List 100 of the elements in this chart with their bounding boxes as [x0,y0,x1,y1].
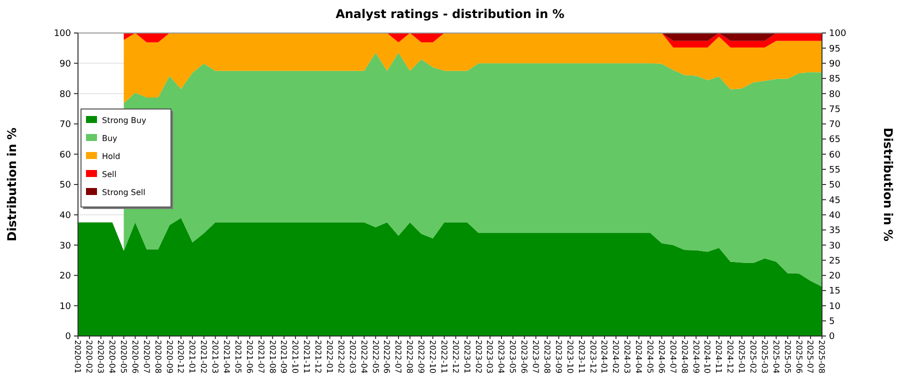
legend-label: Buy [102,134,118,143]
x-tick-label: 2020-08 [153,340,162,374]
y-tick-label: 0 [65,332,72,342]
x-tick-label: 2025-07 [806,340,815,374]
legend-label: Hold [102,152,120,161]
x-tick-label: 2020-02 [84,340,94,374]
x-tick-label: 2022-10 [428,340,438,374]
x-tick-label: 2025-02 [748,340,758,374]
y2-tick-label: 15 [829,286,840,297]
x-tick-label: 2021-03 [210,340,220,374]
x-tick-label: 2024-01 [600,340,609,374]
y-tick-label: 90 [60,59,72,70]
x-tick-label: 2022-04 [359,340,368,374]
x-tick-label: 2023-02 [474,340,483,374]
x-tick-label: 2024-02 [611,340,620,374]
x-tick-label: 2020-05 [118,340,128,374]
x-tick-label: 2023-03 [485,340,494,374]
y-tick-label: 50 [60,180,72,191]
y2-tick-label: 35 [829,226,840,236]
x-tick-label: 2020-03 [96,340,106,374]
x-tick-label: 2021-11 [302,340,312,374]
x-tick-label: 2022-09 [416,340,426,374]
x-tick-label: 2025-03 [760,340,769,374]
x-tick-label: 2021-01 [188,340,197,374]
x-tick-label: 2024-11 [714,340,724,374]
y2-tick-label: 45 [829,196,840,206]
legend-label: Sell [102,170,116,179]
x-tick-label: 2021-09 [279,340,288,374]
y2-tick-label: 30 [829,241,841,252]
x-tick-label: 2021-05 [233,340,242,374]
x-tick-label: 2024-08 [680,340,689,374]
x-tick-label: 2025-05 [782,340,792,374]
x-tick-label: 2022-05 [370,340,380,374]
legend-label: Strong Buy [102,116,146,125]
x-tick-label: 2020-07 [142,340,151,374]
x-tick-label: 2022-03 [348,340,357,374]
y-tick-label: 40 [60,210,72,221]
x-tick-label: 2020-04 [108,340,117,374]
x-tick-label: 2022-07 [394,340,403,374]
x-tick-label: 2024-12 [726,340,735,374]
y2-tick-label: 70 [829,120,841,130]
y-tick-label: 10 [60,302,72,312]
y-tick-label: 60 [60,150,72,160]
x-tick-label: 2025-01 [737,340,746,374]
y-axis-title: Distribution in % [5,128,19,242]
y2-tick-label: 90 [829,59,841,70]
x-tick-label: 2023-12 [588,340,598,374]
y2-tick-label: 60 [829,150,841,160]
x-tick-label: 2021-08 [268,340,277,374]
x-tick-label: 2023-09 [554,340,563,374]
x-tick-label: 2021-10 [290,340,300,374]
y2-tick-label: 85 [829,74,840,85]
y2-tick-label: 40 [829,210,841,221]
x-tick-label: 2023-08 [542,340,552,374]
y2-tick-label: 80 [829,90,841,100]
x-tick-label: 2021-04 [222,340,231,374]
y-tick-label: 70 [60,120,72,130]
x-tick-label: 2022-11 [439,340,448,374]
x-tick-label: 2021-02 [199,340,208,374]
chart-title: Analyst ratings - distribution in % [336,7,564,21]
y2-tick-label: 55 [829,166,840,176]
x-tick-label: 2023-04 [496,340,506,374]
y2-tick-label: 5 [829,317,835,327]
x-tick-label: 2021-06 [244,340,254,374]
x-tick-label: 2024-05 [646,340,655,374]
y-tick-label: 20 [60,272,72,282]
x-tick-label: 2022-08 [405,340,414,374]
x-tick-label: 2020-12 [176,340,186,374]
y2-tick-label: 20 [829,272,841,282]
x-tick-label: 2024-04 [634,340,644,374]
x-tick-label: 2024-10 [702,340,712,374]
x-tick-label: 2022-06 [382,340,392,374]
x-tick-label: 2023-05 [508,340,518,374]
x-tick-label: 2023-06 [520,340,529,374]
y2-tick-label: 25 [829,256,840,266]
y2-tick-label: 95 [829,44,840,54]
y-tick-label: 100 [54,29,72,40]
x-tick-label: 2025-08 [817,340,826,374]
y2-tick-label: 75 [829,104,840,115]
x-tick-label: 2021-12 [314,340,323,374]
x-tick-label: 2024-07 [668,340,678,374]
x-tick-label: 2020-01 [73,340,82,374]
x-tick-label: 2024-06 [656,340,666,374]
y-tick-label: 80 [60,90,72,100]
y2-tick-label: 100 [829,29,846,40]
x-tick-label: 2024-03 [622,340,632,374]
x-tick-label: 2023-07 [531,340,540,374]
x-tick-label: 2022-12 [450,340,460,374]
x-tick-label: 2023-10 [565,340,574,374]
y2-tick-label: 10 [829,302,841,312]
y-tick-label: 30 [60,241,72,252]
x-tick-label: 2022-02 [336,340,346,374]
legend-label: Strong Sell [102,188,146,197]
y2-axis-title: Distribution in % [881,128,895,242]
x-tick-label: 2023-01 [462,340,472,374]
y2-tick-label: 65 [829,135,840,146]
x-tick-label: 2025-06 [794,340,804,374]
x-tick-label: 2025-04 [771,340,780,374]
x-tick-label: 2024-09 [691,340,700,374]
y2-tick-label: 50 [829,180,841,191]
